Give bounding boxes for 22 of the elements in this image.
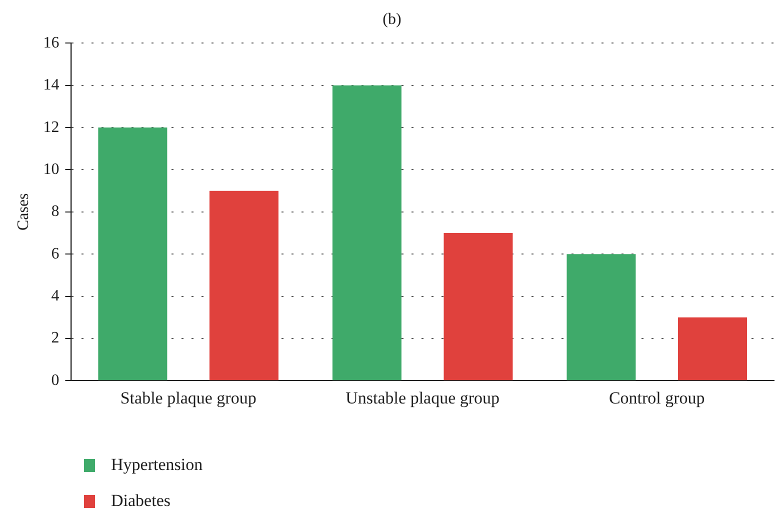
bar [98,128,168,380]
bar [444,232,513,380]
bar [678,317,747,380]
x-tick-label: Unstable plaque group [346,388,500,408]
bar [332,85,402,380]
legend-label: Diabetes [111,491,170,511]
x-tick-label: Stable plaque group [120,388,256,408]
bar [209,190,278,380]
x-tick-label: Control group [608,388,705,408]
y-tick-label: 10 [43,160,60,178]
y-tick-label: 8 [51,203,60,220]
y-tick-label: 12 [43,118,60,136]
chart-title: (b) [382,10,402,28]
y-tick-label: 6 [51,245,60,262]
y-tick-label: 14 [43,76,60,94]
y-tick-label: 0 [51,372,60,389]
y-axis-title: Cases [14,193,32,231]
y-tick-label: 16 [43,34,60,52]
y-tick-label: 4 [51,287,60,304]
y-tick-label: 2 [51,330,60,347]
bar [566,254,636,380]
legend-label: Hypertension [111,455,203,475]
